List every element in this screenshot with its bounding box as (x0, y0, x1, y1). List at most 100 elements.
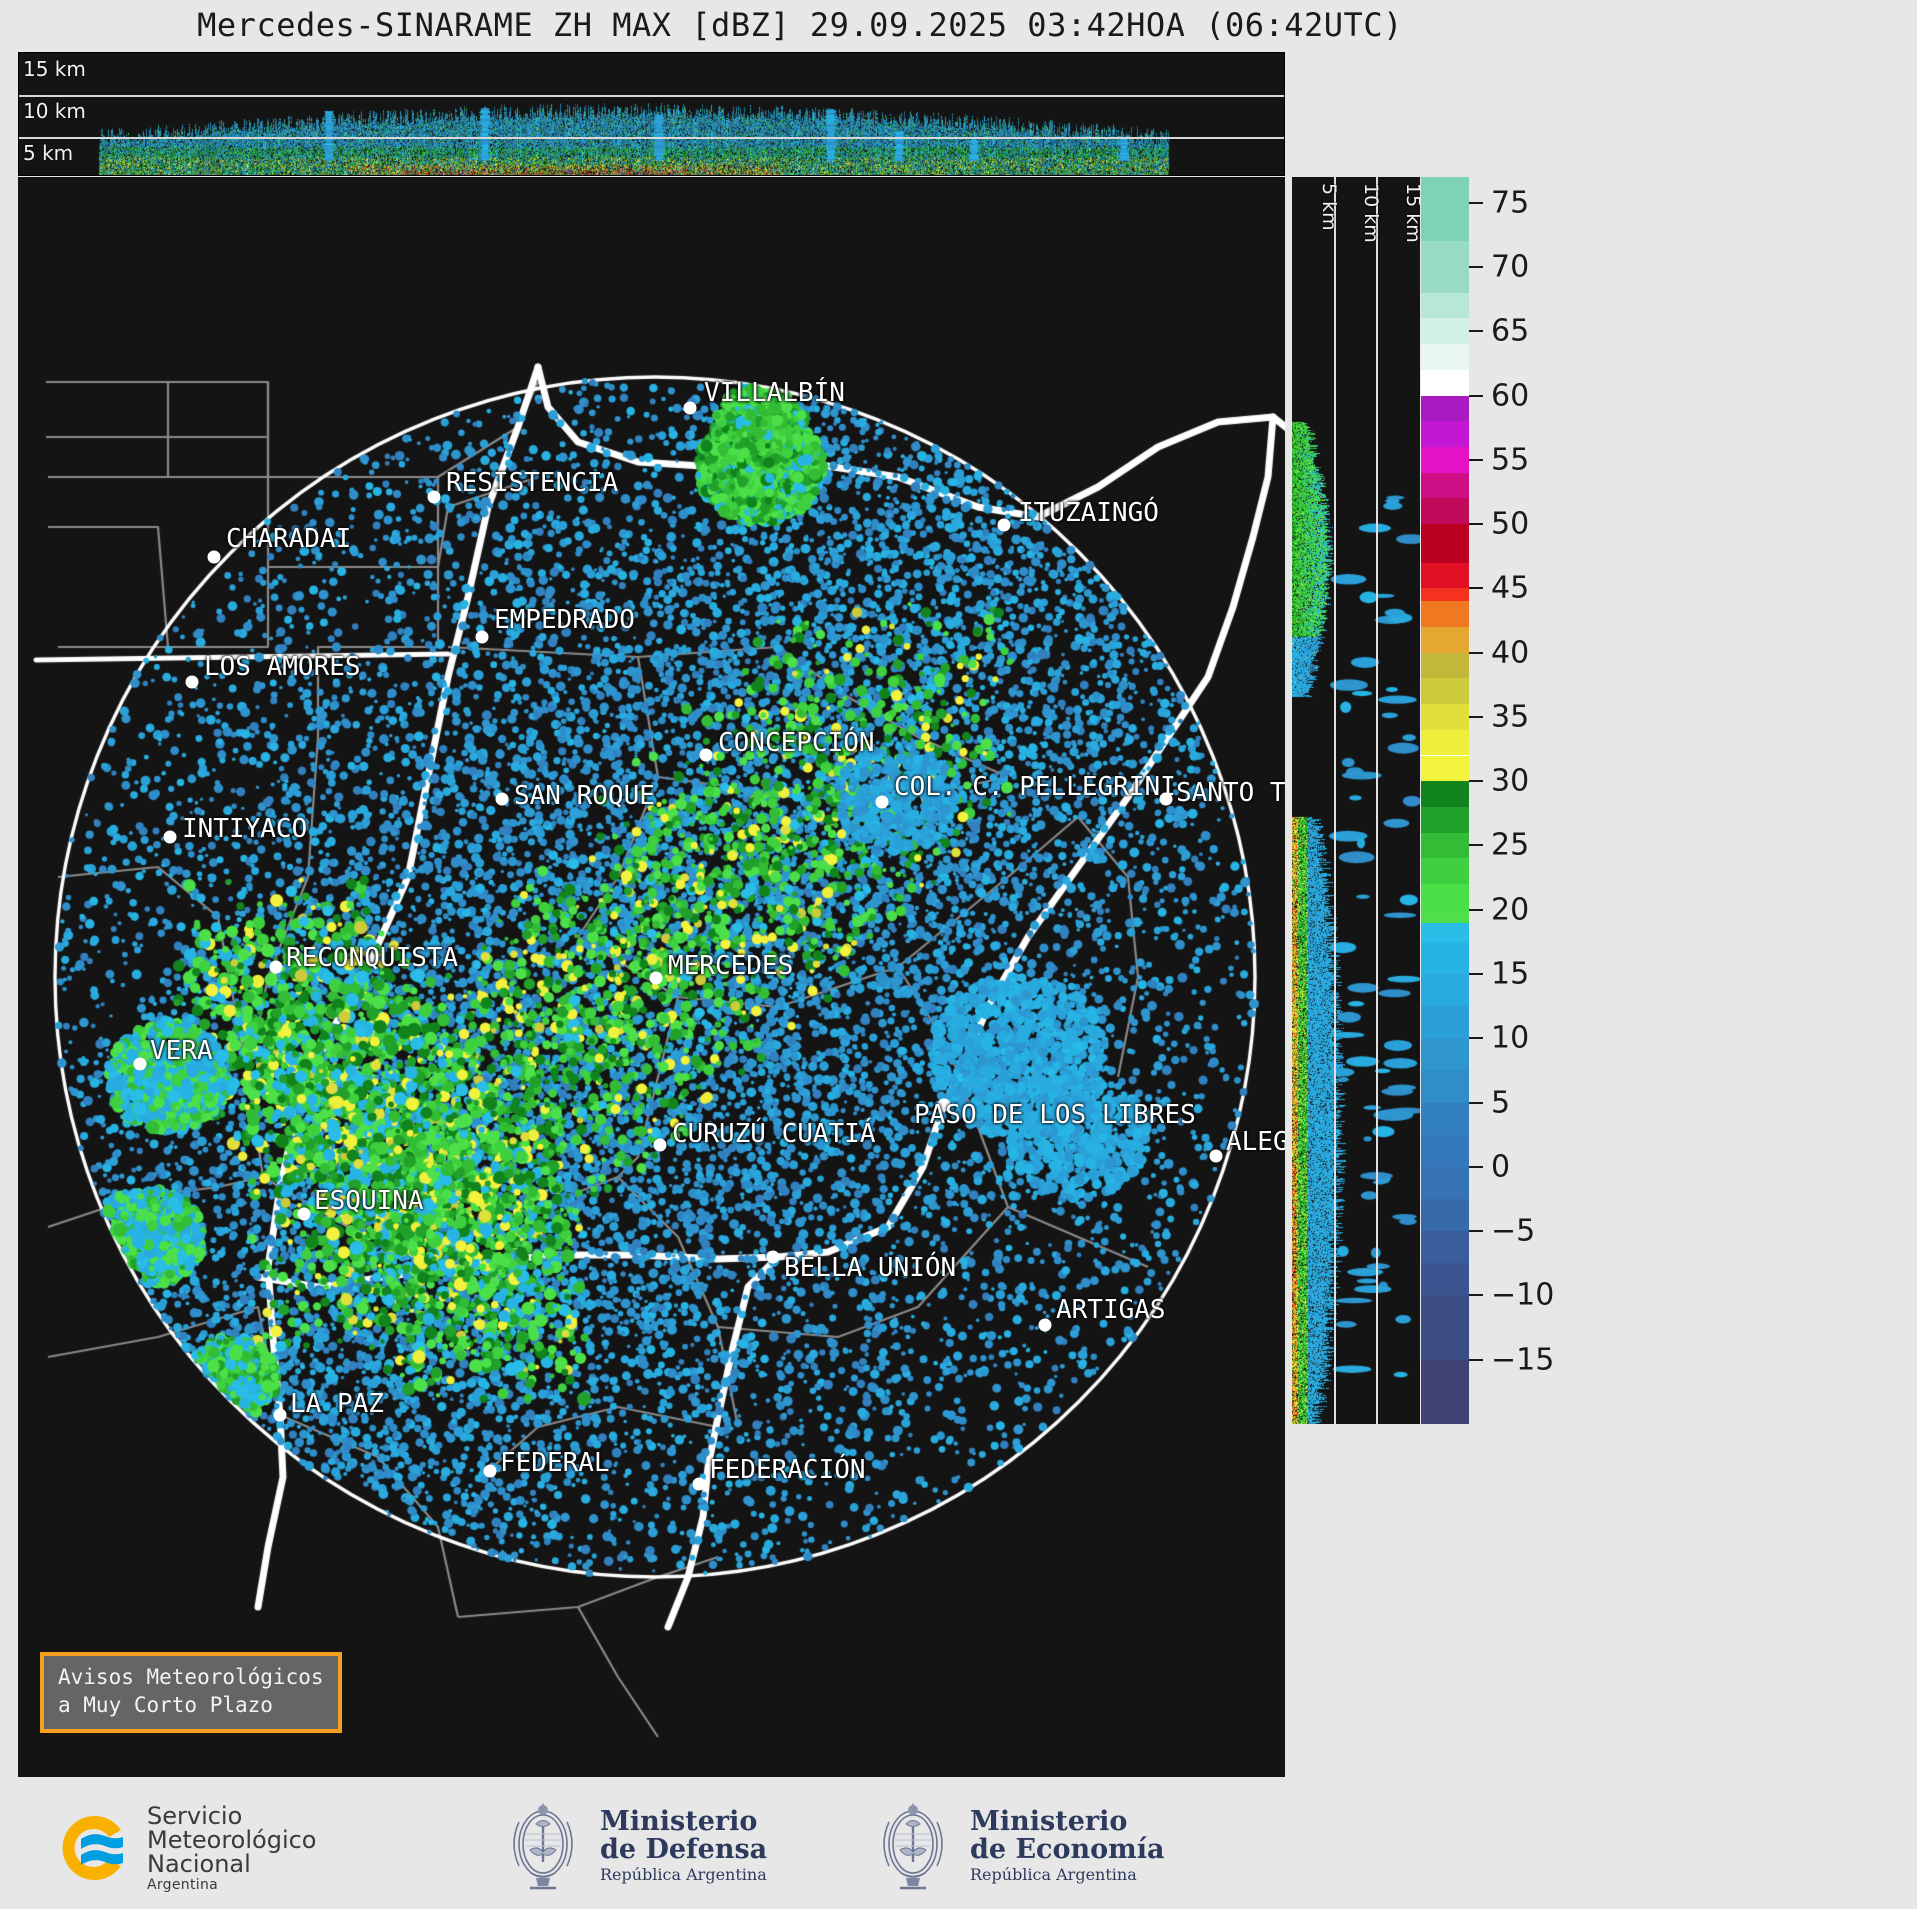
colorbar-tick-label: −10 (1491, 1277, 1555, 1313)
city-label-reconquista: RECONQUISTA (286, 943, 459, 973)
logo-smn: Servicio Meteorológico Nacional Argentin… (55, 1804, 317, 1892)
colorbar-tick (1469, 265, 1483, 268)
city-dot-la-paz[interactable] (273, 1408, 287, 1422)
city-dot-vera[interactable] (133, 1057, 147, 1071)
city-label-concepci-n: CONCEPCIÓN (718, 728, 875, 758)
city-dot-alegrete[interactable] (1209, 1149, 1223, 1163)
city-dot-federaci-n[interactable] (692, 1477, 706, 1491)
colorbar-tick-label: 30 (1491, 763, 1530, 799)
defensa-line-3: República Argentina (600, 1865, 767, 1885)
colorbar-tick-label: 55 (1491, 442, 1530, 478)
colorbar-tick-label: 0 (1491, 1149, 1511, 1185)
city-label-paso-de-los-libres: PASO DE LOS LIBRES (914, 1100, 1196, 1130)
right-cross-section-echoes (1292, 177, 1420, 1424)
city-label-mercedes: MERCEDES (668, 951, 794, 981)
colorbar-segment (1421, 781, 1469, 807)
city-dot-artigas[interactable] (1038, 1318, 1052, 1332)
footer-logos: Servicio Meteorológico Nacional Argentin… (0, 1782, 1450, 1909)
logo-ministerio-defensa: Ministerio de Defensa República Argentin… (500, 1800, 767, 1892)
colorbar-segment (1421, 1295, 1469, 1360)
smn-line-2: Meteorológico (147, 1826, 317, 1854)
warning-banner-text: Avisos Meteorológicos a Muy Corto Plazo (58, 1665, 324, 1717)
smn-logo-text: Servicio Meteorológico Nacional Argentin… (147, 1804, 317, 1892)
city-label-federal: FEDERAL (500, 1448, 610, 1478)
colorbar-tick (1469, 1358, 1483, 1361)
colorbar-tick (1469, 1037, 1483, 1040)
colorbar-tick-label: 5 (1491, 1085, 1511, 1121)
page-title: Mercedes-SINARAME ZH MAX [dBZ] 29.09.202… (197, 6, 1403, 44)
city-label-artigas: ARTIGAS (1056, 1295, 1166, 1325)
city-dot-villalb-n[interactable] (683, 401, 697, 415)
colorbar-segment (1421, 524, 1469, 563)
colorbar-tick-label: −15 (1491, 1342, 1555, 1378)
city-dot-reconquista[interactable] (269, 960, 283, 974)
city-label-villalb-n: VILLALBÍN (704, 378, 845, 408)
colorbar-segment (1421, 1006, 1469, 1039)
top-xsec-gridline-10km (19, 95, 1284, 97)
right-xsec-label-15km: 15 km (1402, 183, 1420, 243)
top-xsec-label-15km: 15 km (23, 57, 86, 81)
colorbar-segment (1421, 421, 1469, 447)
colorbar-tick (1469, 715, 1483, 718)
city-dot-ituzaing[interactable] (997, 518, 1011, 532)
colorbar-segment (1421, 1263, 1469, 1296)
city-dot-san-roque[interactable] (495, 792, 509, 806)
city-dot-federal[interactable] (483, 1464, 497, 1478)
defensa-line-2: de Defensa (600, 1834, 768, 1866)
colorbar-tick-layer: −15 −10 −5 0 5 10 15 20 25 30 35 40 45 50 55 60 65 70 75 (1469, 177, 1589, 1424)
city-label-bella-uni-n: BELLA UNIÓN (784, 1253, 957, 1283)
colorbar-tick (1469, 908, 1483, 911)
city-dot-empedrado[interactable] (475, 630, 489, 644)
colorbar-segment (1421, 678, 1469, 705)
radar-map-panel[interactable]: VILLALBÍN RESISTENCIA ITUZAINGÓ CHARADAI EMP… (18, 177, 1285, 1777)
colorbar-segment (1421, 1166, 1469, 1199)
colorbar-tick-label: 75 (1491, 185, 1530, 221)
city-dot-intiyaco[interactable] (163, 830, 177, 844)
city-dot-bella-uni-n[interactable] (766, 1250, 780, 1264)
colorbar-tick-label: 50 (1491, 506, 1530, 542)
colorbar-segment (1421, 626, 1469, 653)
city-dot-mercedes[interactable] (649, 971, 663, 985)
colorbar-tick-label: 25 (1491, 827, 1530, 863)
city-label-empedrado: EMPEDRADO (494, 605, 635, 635)
reflectivity-colorbar (1421, 177, 1469, 1424)
colorbar-tick-label: 60 (1491, 378, 1530, 414)
colorbar-tick (1469, 458, 1483, 461)
top-cross-section-panel: 15 km 10 km 5 km (18, 52, 1285, 176)
city-dot-curuz-cuati[interactable] (653, 1138, 667, 1152)
colorbar-tick-label: 20 (1491, 892, 1530, 928)
colorbar-segment (1421, 1070, 1469, 1103)
city-dot-santo-tom[interactable] (1159, 792, 1173, 806)
city-label-federaci-n: FEDERACIÓN (709, 1455, 866, 1485)
colorbar-segment (1421, 729, 1469, 756)
city-dot-paso-de-los-libres[interactable] (937, 1098, 951, 1112)
city-label-curuz-cuati: CURUZÚ CUATIÁ (672, 1119, 876, 1149)
city-label-intiyaco: INTIYACO (182, 814, 308, 844)
colorbar-tick (1469, 973, 1483, 976)
colorbar-segment (1421, 755, 1469, 782)
colorbar-tick-label: −5 (1491, 1213, 1536, 1249)
city-dot-charadai[interactable] (207, 550, 221, 564)
colorbar-segment (1421, 446, 1469, 473)
city-dot-resistencia[interactable] (427, 490, 441, 504)
colorbar-segment (1421, 241, 1469, 293)
colorbar-segment (1421, 832, 1469, 859)
colorbar-segment (1421, 344, 1469, 370)
colorbar-tick (1469, 587, 1483, 590)
city-dot-esquina[interactable] (297, 1207, 311, 1221)
colorbar-segment (1421, 974, 1469, 1007)
city-label-ituzaing: ITUZAINGÓ (1018, 498, 1159, 528)
city-dot-los-amores[interactable] (185, 675, 199, 689)
colorbar-segment (1421, 884, 1469, 910)
city-label-alegrete: ALEGRETE (1226, 1127, 1285, 1157)
city-label-esquina: ESQUINA (314, 1186, 424, 1216)
right-xsec-gridline-5km (1334, 177, 1336, 1424)
colorbar-segment (1421, 704, 1469, 730)
colorbar-segment (1421, 292, 1469, 319)
city-dot-col-c-pellegrini[interactable] (875, 795, 889, 809)
city-dot-concepci-n[interactable] (699, 748, 713, 762)
colorbar-segment (1421, 1038, 1469, 1071)
colorbar-tick-label: 65 (1491, 313, 1530, 349)
colorbar-segment (1421, 1102, 1469, 1135)
ministerio-defensa-text: Ministerio de Defensa República Argentin… (600, 1807, 768, 1885)
